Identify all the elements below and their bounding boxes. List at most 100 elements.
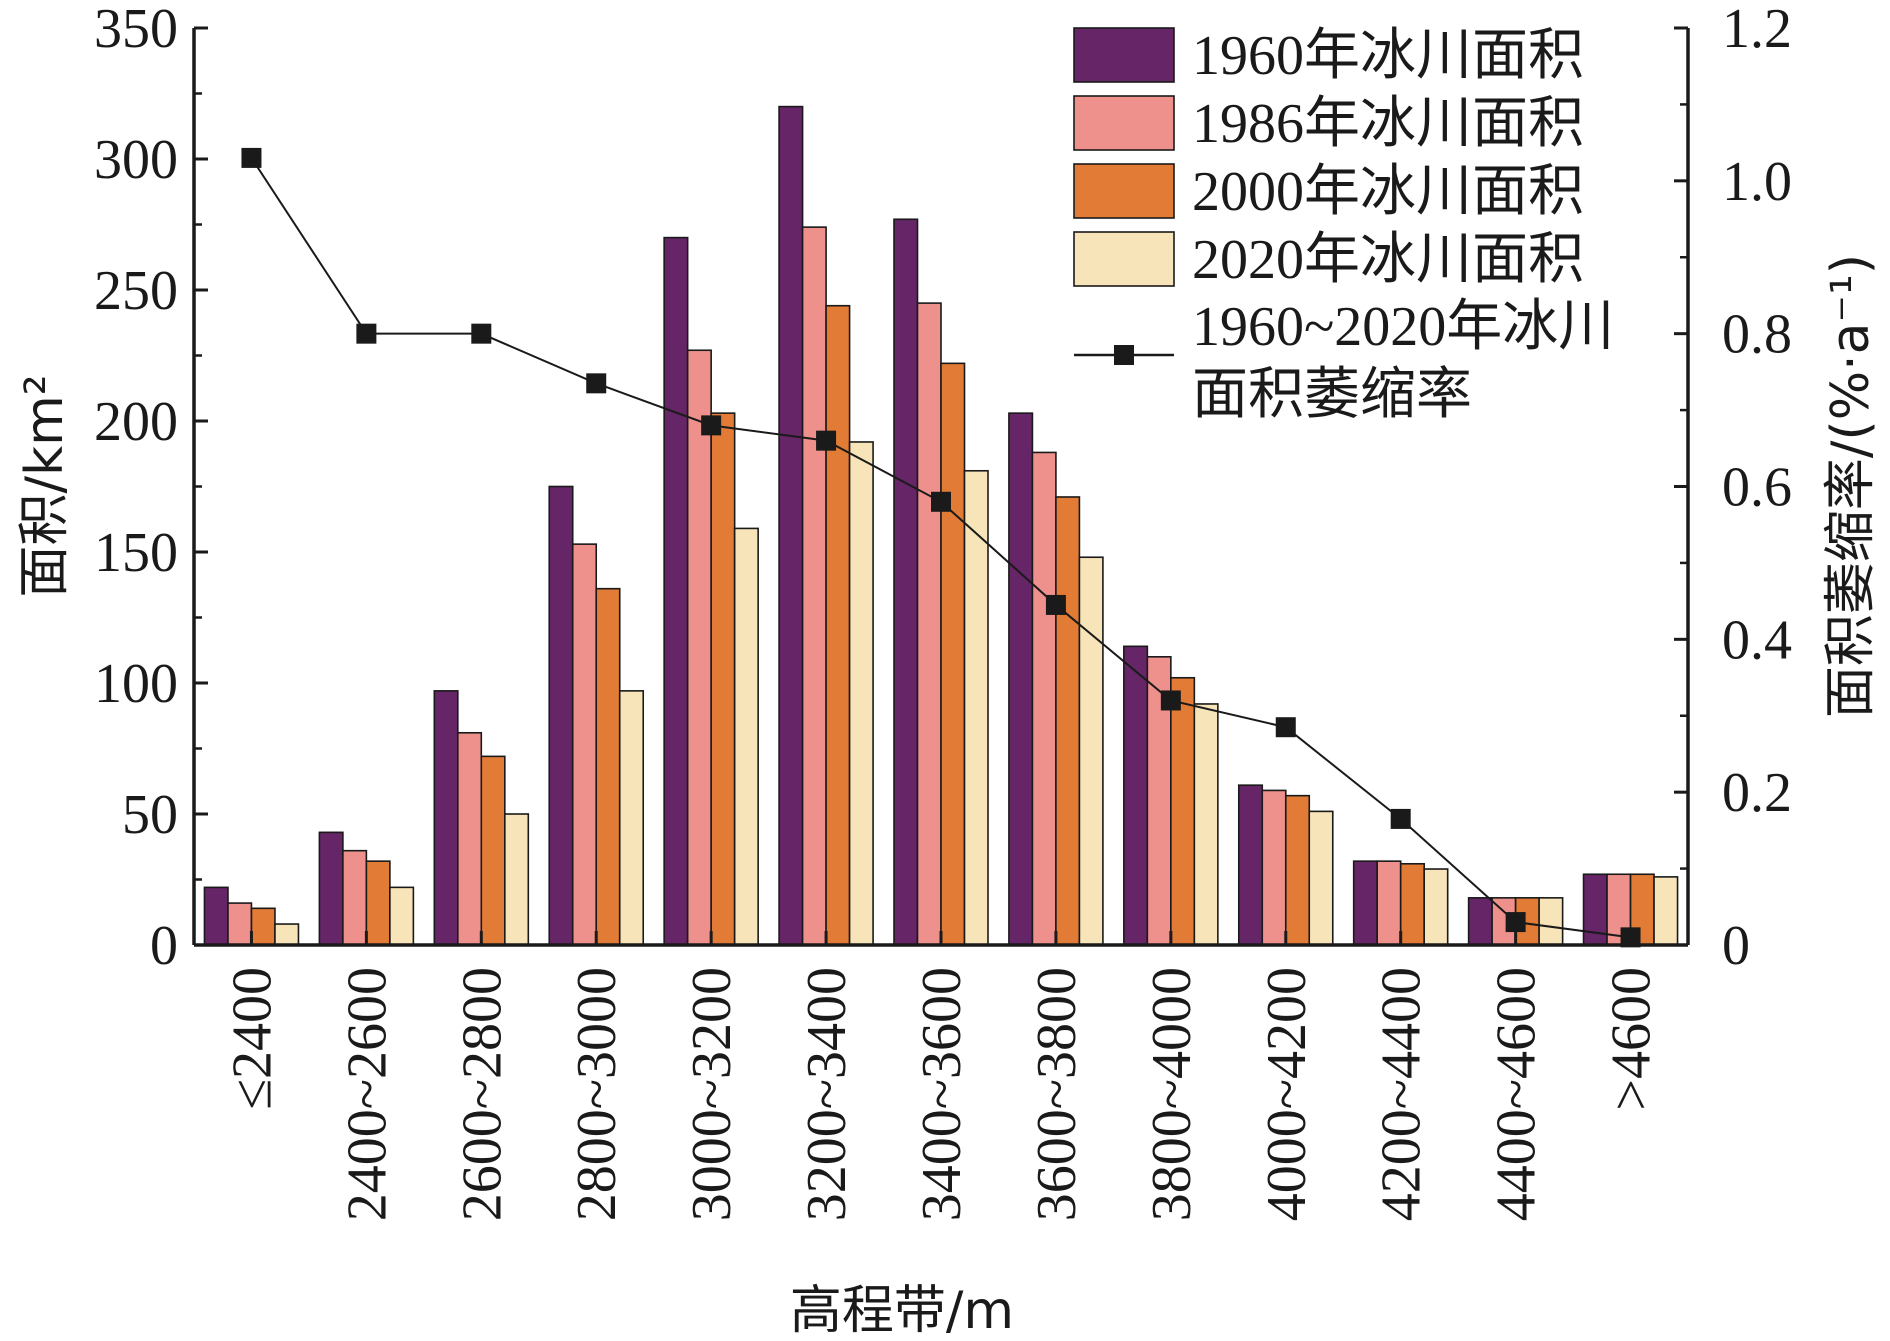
shrink-rate-marker-0 <box>241 147 262 168</box>
bar-4-cat-2 <box>504 813 530 946</box>
y2-axis-title: 面积萎缩率/(%·a⁻¹) <box>1821 254 1881 718</box>
x-tick-label: >4600 <box>1601 967 1663 1111</box>
bar-3-cat-5 <box>825 304 851 946</box>
x-tick-label: 4400~4600 <box>1486 967 1548 1221</box>
x-tick-label: 2800~3000 <box>566 967 628 1221</box>
bar-3-cat-9 <box>1284 794 1311 946</box>
x-tick-label: 3800~4000 <box>1141 967 1203 1221</box>
bar-1-cat-3 <box>548 485 574 946</box>
y-tick-label: 250 <box>94 260 178 322</box>
y2-tick-label: 1.0 <box>1722 151 1792 213</box>
x-tick-label: 2600~2800 <box>451 967 513 1221</box>
shrink-rate-marker-3 <box>586 373 607 394</box>
y-tick-label: 150 <box>94 522 178 584</box>
bar-2-cat-7 <box>1031 451 1057 946</box>
bar-3-cat-8 <box>1170 676 1196 946</box>
bar-4-cat-12 <box>1653 876 1679 946</box>
bar-3-cat-2 <box>480 755 506 946</box>
bar-3-cat-10 <box>1399 862 1425 946</box>
legend-label-5-line-1: 1960~2020年冰川 <box>1192 296 1614 358</box>
x-tick-label: 3600~3800 <box>1026 967 1088 1221</box>
y2-tick-label: 1.2 <box>1722 0 1792 60</box>
shrink-rate-marker-11 <box>1505 912 1526 933</box>
bar-1-cat-5 <box>778 105 804 946</box>
bar-2-cat-6 <box>916 302 942 946</box>
bar-3-cat-7 <box>1055 496 1081 946</box>
x-tick-label: 3200~3400 <box>796 967 858 1221</box>
x-tick-label: 2400~2600 <box>336 967 398 1221</box>
x-tick-label: 3000~3200 <box>681 967 743 1221</box>
bar-1-cat-11 <box>1467 897 1493 946</box>
legend-label-2: 1986年冰川面积 <box>1192 93 1584 155</box>
bar-3-cat-3 <box>595 587 621 946</box>
bar-2-cat-5 <box>801 226 827 946</box>
y2-tick-label: 0.8 <box>1722 304 1792 366</box>
bar-2-cat-1 <box>342 849 368 946</box>
x-axis-title: 高程带/m <box>790 1281 1014 1341</box>
legend-swatch-1 <box>1073 27 1175 83</box>
bar-1-cat-8 <box>1123 645 1149 946</box>
bar-4-cat-9 <box>1308 810 1334 946</box>
y2-tick-label: 0 <box>1722 915 1750 977</box>
bar-1-cat-0 <box>203 886 229 946</box>
y-tick-label: 350 <box>94 0 178 60</box>
legend-label-3: 2000年冰川面积 <box>1192 161 1584 223</box>
bar-1-cat-1 <box>318 831 344 946</box>
y-axis-title: 面积/km² <box>15 374 75 597</box>
shrink-rate-marker-2 <box>471 323 492 344</box>
legend-swatch-4 <box>1073 231 1175 287</box>
legend-label-5-line-2: 面积萎缩率 <box>1192 364 1472 426</box>
shrink-rate-marker-12 <box>1620 927 1641 948</box>
y-tick-label: 200 <box>94 391 178 453</box>
x-tick-label: 3400~3600 <box>911 967 973 1221</box>
shrink-rate-marker-1 <box>356 323 377 344</box>
bar-2-cat-9 <box>1261 789 1287 946</box>
bar-4-cat-0 <box>274 923 300 946</box>
x-tick-label: ≤2400 <box>221 967 283 1110</box>
bar-1-cat-6 <box>893 218 919 946</box>
bar-4-cat-7 <box>1078 556 1104 946</box>
legend-swatch-2 <box>1073 95 1175 151</box>
shrink-rate-marker-8 <box>1160 690 1181 711</box>
bar-1-cat-7 <box>1008 412 1034 946</box>
legend-label-4: 2020年冰川面积 <box>1192 229 1584 291</box>
bar-4-cat-11 <box>1538 897 1564 946</box>
shrink-rate-marker-4 <box>701 415 722 436</box>
bar-1-cat-10 <box>1352 860 1378 946</box>
bar-2-cat-4 <box>686 349 712 946</box>
shrink-rate-marker-6 <box>931 491 951 512</box>
x-tick-label: 4200~4400 <box>1371 967 1433 1221</box>
bar-3-cat-6 <box>940 362 966 946</box>
bar-1-cat-9 <box>1237 784 1264 946</box>
shrink-rate-marker-9 <box>1275 717 1296 738</box>
bar-4-cat-8 <box>1193 703 1219 946</box>
y-tick-label: 0 <box>150 915 178 977</box>
bar-4-cat-10 <box>1423 868 1449 946</box>
y2-tick-label: 0.4 <box>1722 609 1792 671</box>
bar-3-cat-1 <box>365 860 391 946</box>
bar-1-cat-2 <box>433 690 459 946</box>
bar-2-cat-2 <box>457 731 483 946</box>
y-tick-label: 50 <box>122 784 178 846</box>
bar-3-cat-4 <box>710 412 736 946</box>
shrink-rate-marker-10 <box>1390 808 1411 829</box>
bar-3-cat-0 <box>250 907 276 946</box>
legend-swatch-3 <box>1073 163 1175 219</box>
bar-4-cat-1 <box>389 886 415 946</box>
shrink-rate-marker-5 <box>816 430 837 451</box>
x-tick-label: 4000~4200 <box>1256 967 1318 1221</box>
shrink-rate-marker-7 <box>1045 594 1066 615</box>
bar-2-cat-0 <box>227 902 253 946</box>
y-tick-label: 300 <box>94 129 178 191</box>
bar-4-cat-3 <box>618 690 645 946</box>
bar-4-cat-5 <box>848 441 874 946</box>
bar-2-cat-3 <box>571 543 598 946</box>
y2-tick-label: 0.2 <box>1722 762 1792 824</box>
legend-label-1: 1960年冰川面积 <box>1192 25 1584 87</box>
legend-line-marker <box>1114 345 1134 365</box>
y2-tick-label: 0.6 <box>1722 457 1792 519</box>
bar-4-cat-4 <box>733 527 759 946</box>
y-tick-label: 100 <box>94 653 178 715</box>
